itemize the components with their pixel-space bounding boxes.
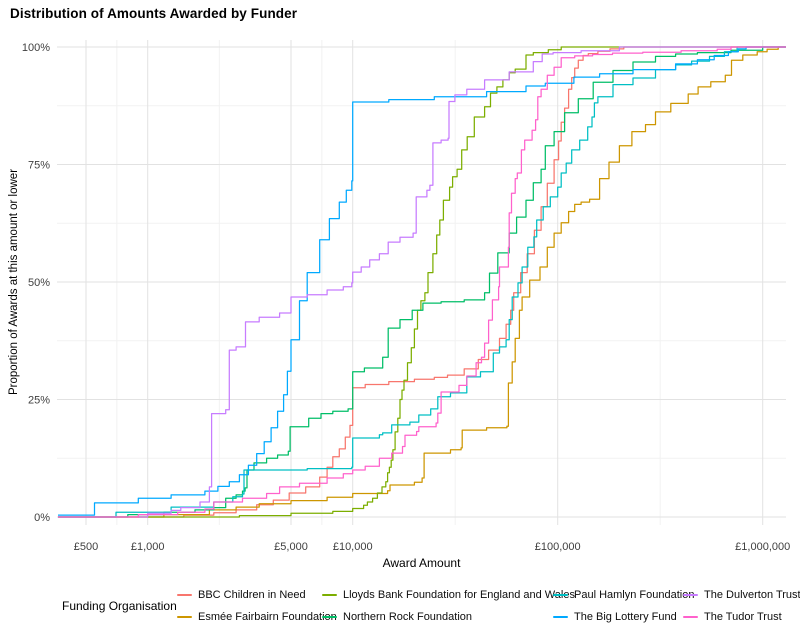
legend-label: The Big Lottery Fund: [574, 611, 677, 623]
x-tick-label: £5,000: [274, 541, 308, 553]
x-tick-label: £500: [74, 541, 98, 553]
legend-label: The Dulverton Trust: [704, 589, 800, 601]
legend-item: Paul Hamlyn Foundation: [553, 587, 694, 603]
legend-line-swatch: [683, 594, 698, 596]
y-tick-label: 100%: [22, 42, 50, 54]
y-tick-label: 75%: [28, 160, 50, 172]
ecdf-curve-bbc-children-in-need: [58, 46, 786, 518]
ecdf-curve-paul-hamlyn-foundation: [58, 46, 786, 518]
legend-label: Northern Rock Foundation: [343, 611, 473, 623]
legend-label: Lloyds Bank Foundation for England and W…: [343, 589, 575, 601]
legend-label: The Tudor Trust: [704, 611, 782, 623]
ecdf-curve-esm-e-fairbairn-foundation: [58, 46, 786, 518]
ecdf-curve-northern-rock-foundation: [58, 46, 786, 518]
legend-line-swatch: [322, 616, 337, 618]
x-axis-title: Award Amount: [382, 556, 461, 570]
legend-label: Esmée Fairbairn Foundation: [198, 611, 337, 623]
legend-column: The Dulverton Trust The Tudor Trust: [683, 587, 800, 625]
legend-item: The Big Lottery Fund: [553, 609, 683, 625]
y-tick-label: 50%: [28, 277, 50, 289]
legend-item: Northern Rock Foundation: [322, 609, 553, 625]
legend-line-swatch: [177, 594, 192, 596]
legend-title: Funding Organisation: [62, 599, 177, 613]
x-tick-label: £10,000: [333, 541, 373, 553]
y-axis-title: Proportion of Awards at this amount or l…: [8, 168, 20, 396]
legend-column: Lloyds Bank Foundation for England and W…: [322, 587, 575, 625]
chart-title: Distribution of Amounts Awarded by Funde…: [10, 6, 298, 21]
legend-item: The Dulverton Trust: [683, 587, 800, 603]
legend-item: The Tudor Trust: [683, 609, 800, 625]
x-tick-label: £1,000: [131, 541, 165, 553]
legend-line-swatch: [553, 616, 568, 618]
legend-item: Esmée Fairbairn Foundation: [177, 609, 337, 625]
legend-line-swatch: [553, 594, 568, 596]
legend-label: Paul Hamlyn Foundation: [574, 589, 695, 601]
legend-label: BBC Children in Need: [198, 589, 306, 601]
legend-line-swatch: [683, 616, 698, 618]
legend-column: BBC Children in Need Esmée Fairbairn Fou…: [177, 587, 337, 625]
ecdf-curve-the-tudor-trust: [58, 46, 786, 518]
y-tick-label: 25%: [28, 395, 50, 407]
x-tick-label: £1,000,000: [735, 541, 790, 553]
legend: Funding Organisation BBC Children in Nee…: [62, 587, 800, 625]
y-tick-label: 0%: [34, 512, 50, 524]
legend-column: Paul Hamlyn Foundation The Big Lottery F…: [553, 587, 694, 625]
ecdf-curve-the-big-lottery-fund: [58, 46, 786, 516]
ecdf-curve-the-dulverton-trust: [58, 46, 786, 518]
legend-line-swatch: [322, 594, 337, 596]
legend-line-swatch: [177, 616, 192, 618]
legend-item: BBC Children in Need: [177, 587, 322, 603]
legend-item: Lloyds Bank Foundation for England and W…: [322, 587, 575, 603]
x-tick-label: £100,000: [535, 541, 581, 553]
plot-area: £500 £1,000 £5,000 £10,000 £100,000 £1,000,00…: [22, 40, 790, 553]
